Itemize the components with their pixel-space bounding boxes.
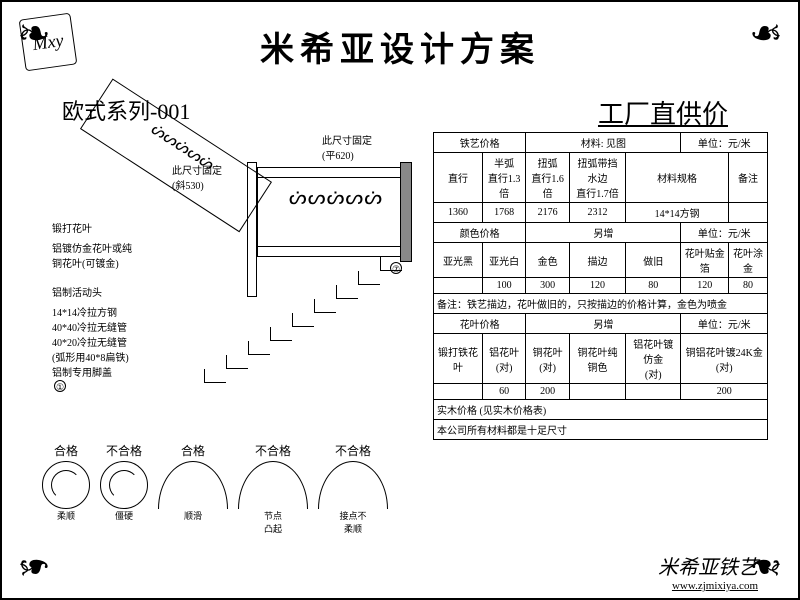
sample-shape [318,461,388,509]
platform-rail: ᔖ ᔕ ᔖ ᔕ ᔖ [257,167,412,257]
annot-alu-leaf: 铝镀仿金花叶或纯铜花叶(可镀金) [52,240,132,270]
railing-drawing: 此尺寸固定(平620) ᔖ ᔕ ᔖ ᔕ ᔖ 此尺寸固定(斜530) ᔖ ᔕ ᔖ … [52,132,412,432]
sample-note: 顺滑 [184,509,202,522]
annot-materials: 14*14冷拉方钢40*40冷拉无缝管40*20冷拉无缝管(弧形用40*8扁铁)… [52,304,129,379]
sample-shape [158,461,228,509]
sample-note: 僵硬 [115,509,133,522]
sample-label: 不合格 [255,442,291,459]
sample-label: 不合格 [106,442,142,459]
corner-ornament: ❧ [4,536,64,596]
marker-1: ① [54,380,66,392]
sample-label: 合格 [54,442,78,459]
sample-note: 节点凸起 [264,509,282,535]
scroll-pattern: ᔖ ᔕ ᔖ ᔕ ᔖ [264,184,405,240]
sample-label: 不合格 [335,442,371,459]
annot-forged-leaf: 锻打花叶 [52,220,92,235]
annot-alu-head: 铝制活动头 [52,284,102,299]
factory-price-heading: 工厂直供价 [598,94,728,131]
price-tables: 铁艺价格材料: 见图单位：元/米直行半弧直行1.3倍扭弧直行1.6倍扭弧带挡水边… [433,132,768,440]
wall-post [400,162,412,262]
sample-note: 接点不柔顺 [339,509,366,535]
stair-steps [204,257,402,383]
quality-samples: 合格柔顺 不合格僵硬 合格顺滑 不合格节点凸起 不合格接点不柔顺 [42,442,388,535]
marker-7: ⑦ [390,262,402,274]
sample-shape [238,461,308,509]
sample-note: 柔顺 [57,509,75,522]
sample-label: 合格 [181,442,205,459]
sample-shape [100,461,148,509]
website-url: www.zjmixiya.com [672,580,758,592]
watermark-logo: 米希亚铁艺 [658,551,758,580]
page-title: 米希亚设计方案 [2,22,798,71]
dim-platform: 此尺寸固定(平620) [322,132,372,162]
sample-shape [42,461,90,509]
